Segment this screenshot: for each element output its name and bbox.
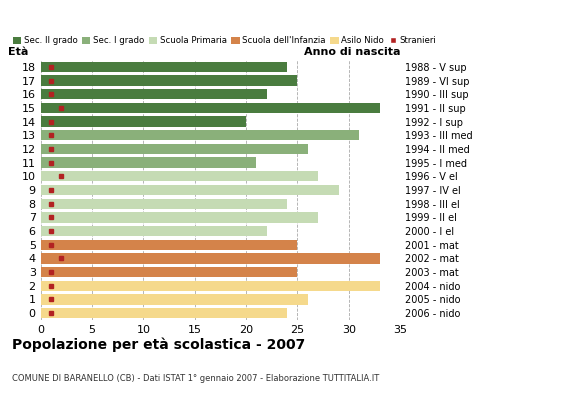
Bar (41, 240, 298, 250)
Bar (41, 144, 308, 154)
Text: Età: Età (8, 47, 28, 57)
Legend: Sec. II grado, Sec. I grado, Scuola Primaria, Scuola dell'Infanzia, Asilo Nido, : Sec. II grado, Sec. I grado, Scuola Prim… (13, 36, 436, 45)
Bar (41, 62, 287, 72)
Bar (41, 75, 298, 86)
Bar (41, 253, 380, 264)
Text: COMUNE DI BARANELLO (CB) - Dati ISTAT 1° gennaio 2007 - Elaborazione TUTTITALIA.: COMUNE DI BARANELLO (CB) - Dati ISTAT 1°… (12, 374, 379, 383)
Bar (41, 158, 256, 168)
Bar (41, 212, 318, 222)
Text: Anno di nascita: Anno di nascita (304, 47, 400, 57)
Bar (41, 171, 318, 182)
Bar (41, 185, 339, 195)
Bar (41, 103, 380, 113)
Text: Popolazione per età scolastica - 2007: Popolazione per età scolastica - 2007 (12, 338, 305, 352)
Bar (41, 116, 246, 127)
Bar (41, 267, 298, 277)
Bar (41, 198, 287, 209)
Bar (41, 226, 267, 236)
Bar (41, 308, 287, 318)
Bar (41, 294, 308, 305)
Bar (41, 281, 380, 291)
Bar (41, 89, 267, 99)
Bar (41, 130, 359, 140)
